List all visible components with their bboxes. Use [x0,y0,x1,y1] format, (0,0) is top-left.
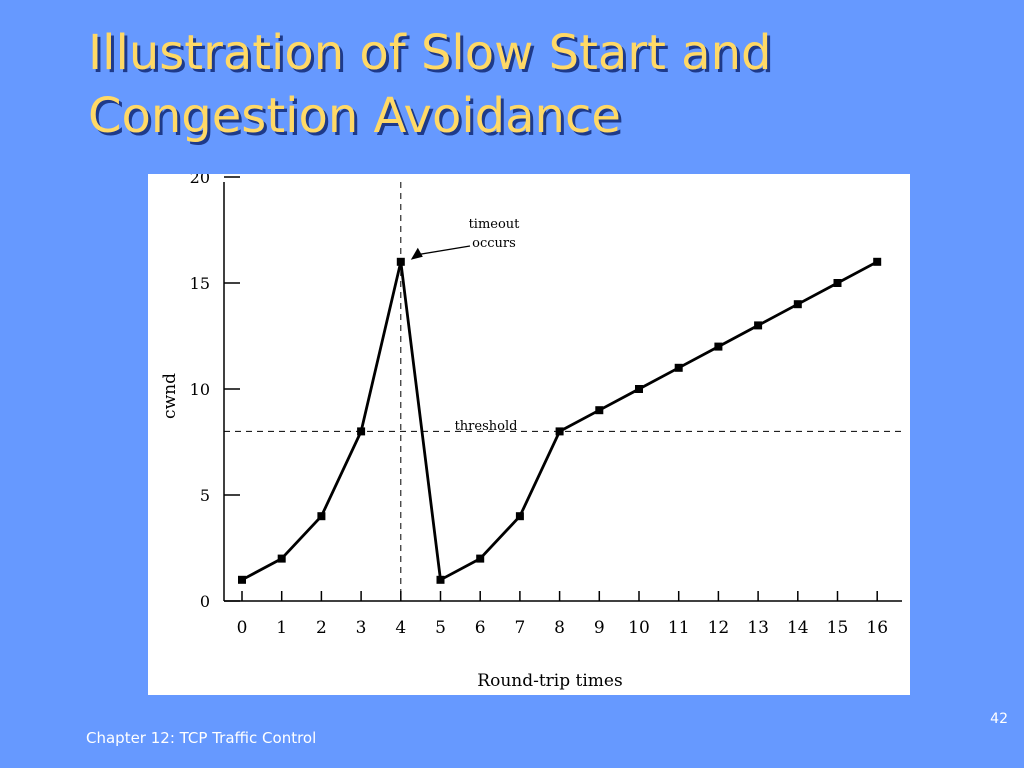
x-tick-label: 8 [554,618,565,638]
x-tick-label: 11 [668,618,690,638]
y-tick-label: 15 [190,274,210,293]
cwnd-point [396,257,405,266]
timeout-arrow-line [416,245,471,256]
cwnd-point [873,257,882,266]
x-tick-label: 2 [316,618,327,638]
x-tick-label: 16 [866,618,888,638]
x-tick-label: 14 [787,618,809,638]
cwnd-point [317,512,326,521]
reference-lines [224,182,902,601]
x-tick-label: 4 [395,618,406,638]
timeout-label-line-1: timeout [469,217,521,232]
y-tick-label: 10 [190,380,210,399]
timeout-label-line-2: occurs [472,236,516,251]
x-tick-label: 5 [435,618,446,638]
cwnd-point [277,554,286,563]
cwnd-point [635,385,643,393]
threshold-label: threshold [455,419,518,434]
x-tick-label: 12 [708,618,730,638]
x-tick-label: 3 [356,618,367,638]
y-tick-label: 5 [200,486,210,505]
y-axis-label: cwnd [160,373,180,419]
cwnd-point [793,300,802,309]
y-tick-label: 0 [200,592,210,611]
cwnd-point [515,512,524,521]
cwnd-point [238,575,246,584]
cwnd-line [241,260,878,582]
cwnd-point [436,575,445,584]
x-tick-label: 7 [514,618,525,638]
footer-chapter: Chapter 12: TCP Traffic Control [86,729,317,747]
x-tick-label: 9 [594,618,605,638]
title-line-2: Congestion Avoidance [88,88,621,144]
cwnd-point [833,279,842,287]
slide-title: Illustration of Slow Start and Congestio… [88,22,988,148]
cwnd-series [238,257,882,584]
cwnd-point [476,554,485,563]
x-tick-label: 6 [475,618,486,638]
x-axis-label: Round-trip times [477,671,622,691]
x-tick-label: 13 [747,618,769,638]
x-tick-label: 15 [827,618,849,638]
x-axis-ticks: 0 1 2 3 4 5 6 7 8 9 10 11 12 13 14 15 16 [237,591,888,638]
page-number: 42 [990,711,1008,727]
cwnd-point [555,427,564,436]
x-tick-label: 10 [628,618,650,638]
y-tick-label: 20 [190,174,210,187]
cwnd-point [754,321,763,330]
y-axis-ticks: 0 5 10 15 20 [190,174,240,611]
x-tick-label: 0 [237,618,248,638]
title-line-1: Illustration of Slow Start and [88,25,772,81]
chart-panel: 0 5 10 15 20 0 1 2 3 4 5 6 7 8 9 10 11 12 13 14 15 16 timeou… [148,174,910,695]
chart-axes [223,182,902,602]
cwnd-point [714,342,723,351]
timeout-annotation: timeout occurs [410,217,521,260]
timeout-arrow-head [410,247,423,260]
cwnd-point [595,406,604,415]
cwnd-point [357,427,366,436]
cwnd-point [674,363,683,372]
x-tick-label: 1 [276,618,287,638]
